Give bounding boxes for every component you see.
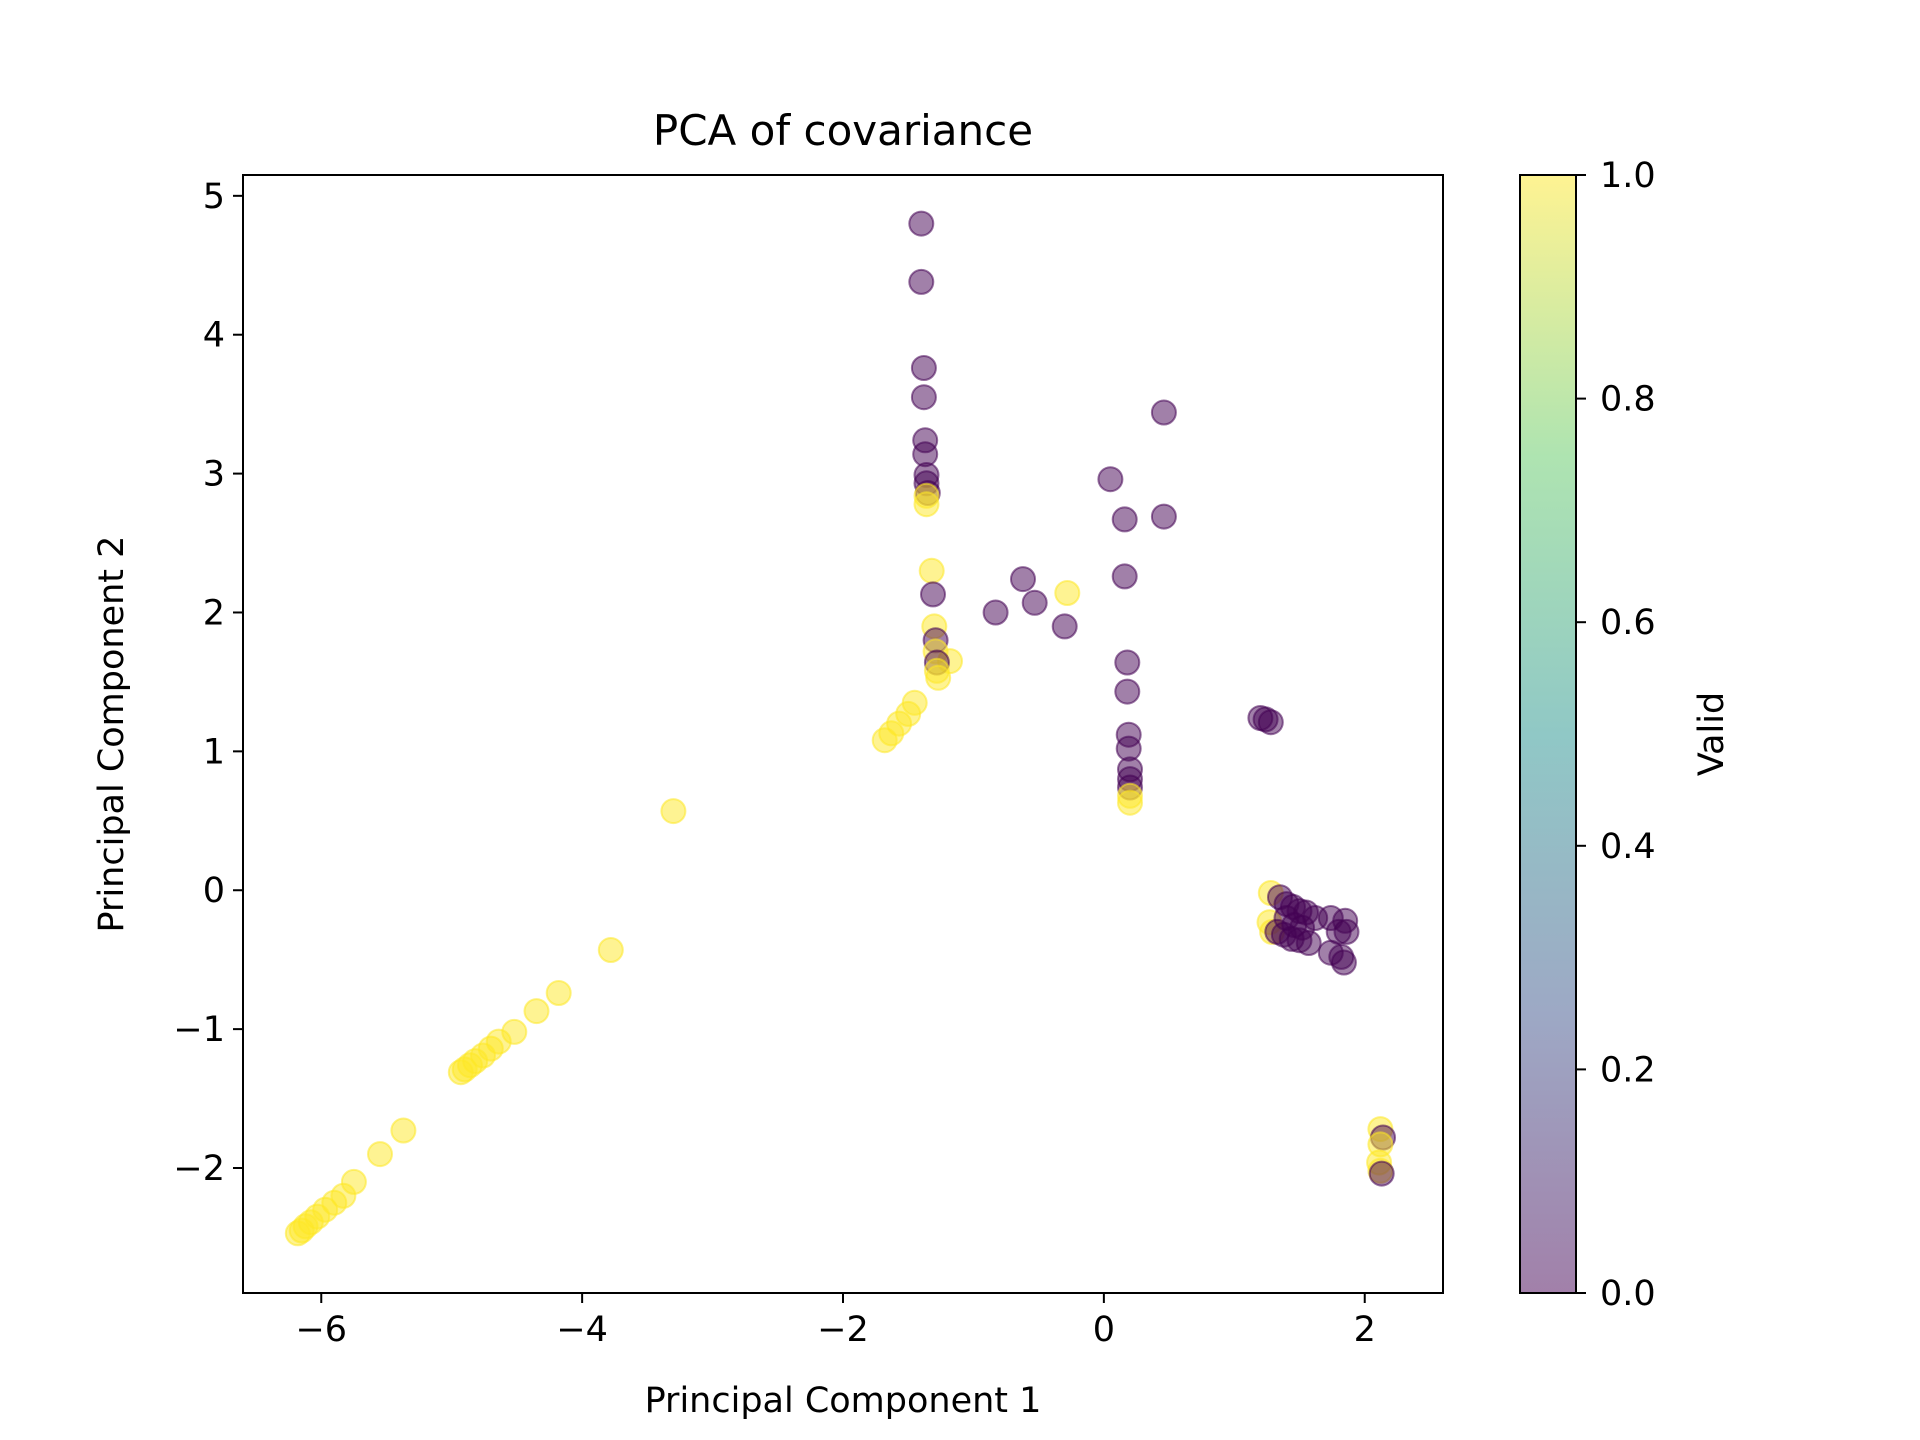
colorbar-ticks: 0.0 0.2 0.4 0.6 0.8 1.0 [1576, 156, 1656, 1314]
data-point [982, 599, 1009, 626]
data-point [925, 664, 952, 691]
colorbar-tick-label: 0.0 [1600, 1274, 1656, 1314]
data-point [1114, 649, 1141, 676]
data-point [1010, 566, 1036, 593]
data-point [545, 980, 572, 1006]
plot-background [243, 175, 1443, 1293]
data-point [908, 268, 935, 295]
data-point [660, 798, 687, 825]
data-point [910, 355, 937, 381]
data-point [367, 1141, 393, 1168]
y-tick-label: 0 [203, 871, 225, 911]
colorbar-tick-label: 1.0 [1600, 156, 1656, 196]
y-tick-label: 3 [203, 455, 225, 495]
data-points [284, 210, 1396, 1247]
data-point [1054, 580, 1081, 606]
data-point [1150, 399, 1177, 426]
y-tick-label: 1 [203, 732, 225, 772]
y-tick-label: −1 [173, 1010, 225, 1050]
data-point [908, 210, 935, 237]
x-axis-label: Principal Component 1 [645, 1381, 1042, 1421]
x-tick-label: −4 [556, 1310, 608, 1350]
data-point [1097, 466, 1124, 493]
data-point [913, 482, 940, 509]
x-tick-label: −2 [817, 1310, 869, 1350]
data-point [918, 557, 945, 584]
colorbar-tick-label: 0.2 [1600, 1050, 1656, 1090]
y-tick-label: 2 [203, 593, 225, 633]
colorbar-label: Valid [1692, 692, 1732, 776]
data-point [1051, 613, 1078, 640]
data-point [1117, 789, 1143, 816]
plot-area [242, 174, 1444, 1294]
data-point [1114, 678, 1141, 705]
data-point [501, 1018, 528, 1045]
data-point [901, 689, 928, 716]
x-tick-label: 2 [1354, 1310, 1376, 1350]
y-axis-label: Principal Component 2 [92, 536, 132, 933]
data-point [1111, 506, 1138, 533]
colorbar-tick-label: 0.8 [1600, 380, 1656, 420]
x-tick-label: −6 [295, 1310, 347, 1350]
data-point [1150, 503, 1177, 530]
data-point [1330, 949, 1357, 976]
y-tick-label: −2 [173, 1149, 225, 1189]
colorbar: 0.0 0.2 0.4 0.6 0.8 1.0 Valid [1519, 156, 1732, 1314]
data-point [1333, 918, 1360, 945]
data-point [1111, 563, 1138, 590]
data-point [597, 937, 624, 963]
colorbar-frame [1519, 174, 1577, 1294]
data-point [1257, 709, 1284, 736]
data-point [1368, 1160, 1395, 1187]
x-axis-ticks: −6 −4 −2 0 2 [295, 1293, 1376, 1350]
data-point [920, 581, 946, 608]
colorbar-tick-label: 0.4 [1600, 827, 1656, 867]
colorbar-tick-label: 0.6 [1600, 603, 1656, 643]
data-point [910, 384, 937, 411]
data-point [1295, 930, 1322, 956]
y-tick-label: 5 [203, 177, 225, 217]
y-axis-ticks: −2 −1 0 1 2 3 4 5 [173, 177, 243, 1189]
data-point [340, 1168, 367, 1195]
chart-title: PCA of covariance [653, 106, 1033, 155]
data-point [1021, 589, 1048, 616]
y-tick-label: 4 [203, 316, 225, 356]
data-point [523, 998, 550, 1025]
data-point [390, 1117, 417, 1144]
x-tick-label: 0 [1093, 1310, 1115, 1350]
colorbar-fill [1520, 175, 1576, 1293]
